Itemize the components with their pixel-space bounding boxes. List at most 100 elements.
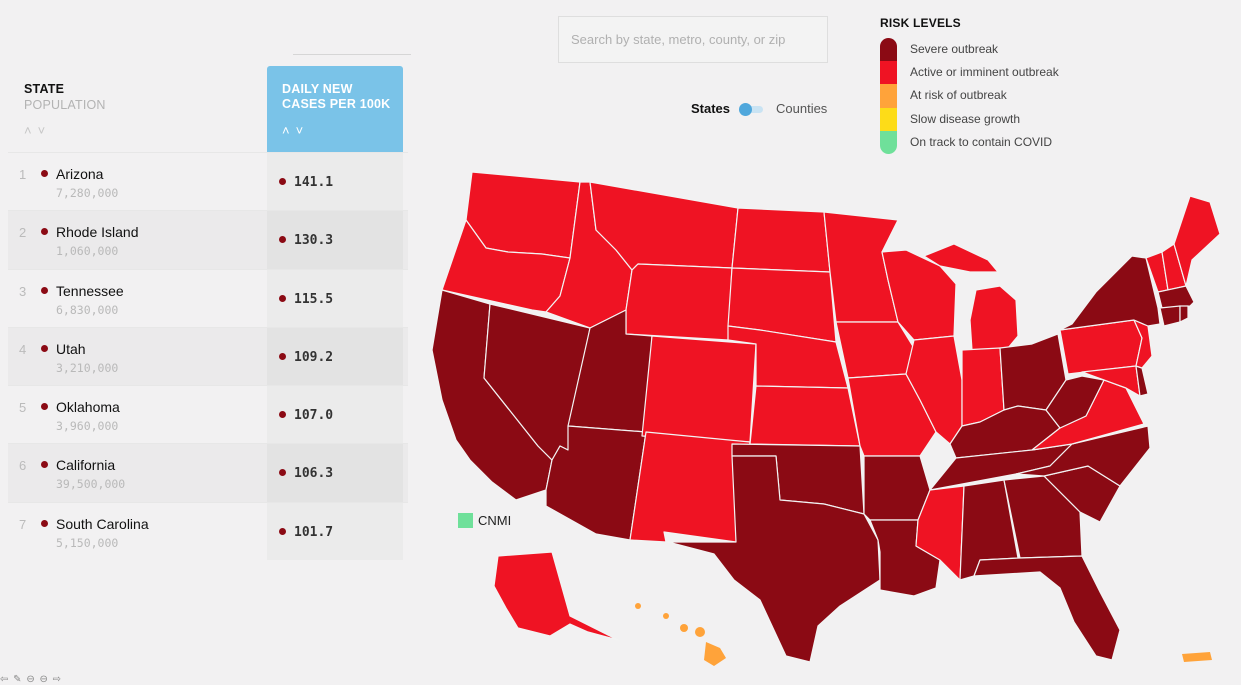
switch-track — [741, 106, 763, 113]
table-row[interactable]: 5 Oklahoma 3,960,000 107.0 — [8, 385, 408, 444]
states-counties-switch[interactable] — [739, 103, 764, 116]
legend-label-active: Active or imminent outbreak — [910, 65, 1059, 80]
risk-dot-icon — [41, 344, 48, 352]
row-state-name[interactable]: Arizona — [56, 166, 104, 182]
row-population: 1,060,000 — [56, 244, 119, 259]
row-cases-cell: 109.2 — [267, 327, 403, 386]
state-rhode-island[interactable] — [1179, 305, 1189, 323]
table-row[interactable]: 3 Tennessee 6,830,000 115.5 — [8, 268, 408, 327]
row-state-name[interactable]: South Carolina — [56, 515, 149, 532]
state-north-dakota[interactable] — [731, 207, 831, 273]
row-population: 3,960,000 — [56, 419, 119, 434]
row-state-name[interactable]: Rhode Island — [56, 224, 139, 241]
state-iowa[interactable] — [835, 321, 915, 379]
row-state-name[interactable]: California — [56, 457, 116, 474]
row-state-name[interactable]: Tennessee — [56, 282, 124, 299]
state-column-header[interactable]: STATE POPULATION — [24, 82, 106, 112]
state-new-york[interactable] — [1059, 255, 1161, 331]
row-population: 6,830,000 — [56, 302, 119, 317]
state-michigan[interactable] — [969, 285, 1019, 351]
risk-dot-icon — [279, 178, 286, 185]
table-rows: 1 Arizona 7,280,000 141.1 2 Rhode Island… — [8, 152, 408, 561]
row-rank: 2 — [19, 225, 27, 241]
cases-header-line1: DAILY NEW — [282, 82, 353, 96]
row-population: 39,500,000 — [56, 477, 126, 492]
cnmi-label: CNMI — [478, 513, 512, 528]
risk-dot-icon — [41, 403, 48, 411]
risk-dot-icon — [279, 469, 286, 477]
bottom-toolbar-icons[interactable]: ⇦ ✎ ⊖ ⊖ ⇨ — [0, 674, 63, 685]
row-rank: 3 — [19, 283, 27, 299]
sort-ascending-icon[interactable]: ˄ — [24, 123, 38, 138]
risk-dot-icon — [41, 519, 48, 527]
state-massachusetts[interactable] — [1157, 285, 1195, 309]
state-michigan-upper[interactable] — [923, 243, 999, 273]
legend-swatch-severe — [880, 38, 897, 62]
state-alaska[interactable] — [493, 551, 619, 641]
territory-puerto-rico[interactable] — [1182, 652, 1212, 662]
row-state-name[interactable]: Utah — [56, 340, 86, 357]
state-sort-control[interactable]: ˄˅ — [24, 124, 51, 137]
legend-color-bar — [880, 38, 897, 154]
row-rank: 5 — [19, 400, 27, 416]
state-arkansas[interactable] — [863, 455, 931, 521]
row-cases-cell: 115.5 — [267, 269, 403, 327]
risk-dot-icon — [279, 352, 286, 360]
row-cases-cell: 141.1 — [267, 153, 403, 211]
table-row[interactable]: 1 Arizona 7,280,000 141.1 — [8, 152, 408, 211]
row-cases-cell: 107.0 — [267, 386, 403, 444]
row-state-name[interactable]: Oklahoma — [56, 399, 120, 416]
legend-swatch-slow — [880, 107, 897, 131]
row-rank: 6 — [19, 458, 27, 474]
row-population: 3,210,000 — [56, 360, 119, 375]
row-population: 7,280,000 — [56, 186, 119, 200]
state-maryland[interactable] — [1081, 365, 1141, 397]
risk-dot-icon — [279, 527, 286, 535]
row-cases-value: 109.2 — [294, 349, 334, 365]
state-connecticut[interactable] — [1159, 305, 1181, 327]
table-row[interactable]: 4 Utah 3,210,000 109.2 — [8, 326, 408, 386]
table-row[interactable]: 2 Rhode Island 1,060,000 130.3 — [8, 210, 408, 269]
risk-dot-icon — [41, 461, 48, 469]
switch-knob[interactable] — [739, 103, 752, 116]
row-cases-value: 115.5 — [294, 291, 334, 307]
risk-dot-icon — [41, 228, 48, 236]
row-population: 5,150,000 — [56, 535, 119, 550]
sort-ascending-icon[interactable]: ˄ — [282, 123, 296, 138]
table-row[interactable]: 6 California 39,500,000 106.3 — [8, 443, 408, 502]
cases-column-header[interactable]: DAILY NEW CASES PER 100K ˄˅ — [267, 66, 403, 152]
row-cases-cell: 101.7 — [267, 502, 403, 561]
row-cases-value: 141.1 — [294, 175, 334, 190]
states-toggle-label[interactable]: States — [691, 101, 731, 116]
sort-descending-icon[interactable]: ˅ — [37, 123, 52, 138]
counties-toggle-label[interactable]: Counties — [776, 101, 828, 116]
table-row[interactable]: 7 South Carolina 5,150,000 101.7 — [8, 501, 408, 561]
sort-descending-icon[interactable]: ˅ — [295, 123, 310, 138]
row-rank: 4 — [19, 341, 27, 357]
state-georgia[interactable] — [1003, 475, 1083, 559]
risk-dot-icon — [279, 411, 286, 419]
risk-dot-icon — [279, 236, 286, 244]
state-hawaii[interactable] — [635, 603, 726, 666]
row-cases-cell: 106.3 — [267, 444, 403, 502]
us-risk-map[interactable] — [420, 160, 1225, 670]
risk-dot-icon — [41, 286, 48, 294]
state-florida[interactable] — [973, 555, 1121, 661]
risk-dot-icon — [279, 294, 286, 302]
state-texas[interactable] — [667, 455, 881, 663]
state-colorado[interactable] — [641, 335, 757, 443]
row-cases-cell: 130.3 — [267, 211, 403, 269]
cases-header-label: DAILY NEW CASES PER 100K — [282, 82, 390, 112]
legend-label-severe: Severe outbreak — [910, 42, 999, 56]
row-cases-value: 106.3 — [294, 466, 334, 482]
cases-sort-control[interactable]: ˄˅ — [282, 124, 309, 137]
legend-swatch-on-track — [880, 130, 897, 154]
state-wyoming[interactable] — [625, 263, 733, 341]
row-cases-value: 101.7 — [294, 524, 334, 540]
legend-title: RISK LEVELS — [880, 16, 961, 30]
header-divider — [293, 54, 411, 55]
search-input[interactable] — [558, 16, 828, 63]
risk-legend: RISK LEVELS Severe outbreak Active or im… — [880, 16, 1059, 154]
state-kansas[interactable] — [749, 385, 861, 447]
state-north-carolina[interactable] — [1015, 425, 1151, 487]
